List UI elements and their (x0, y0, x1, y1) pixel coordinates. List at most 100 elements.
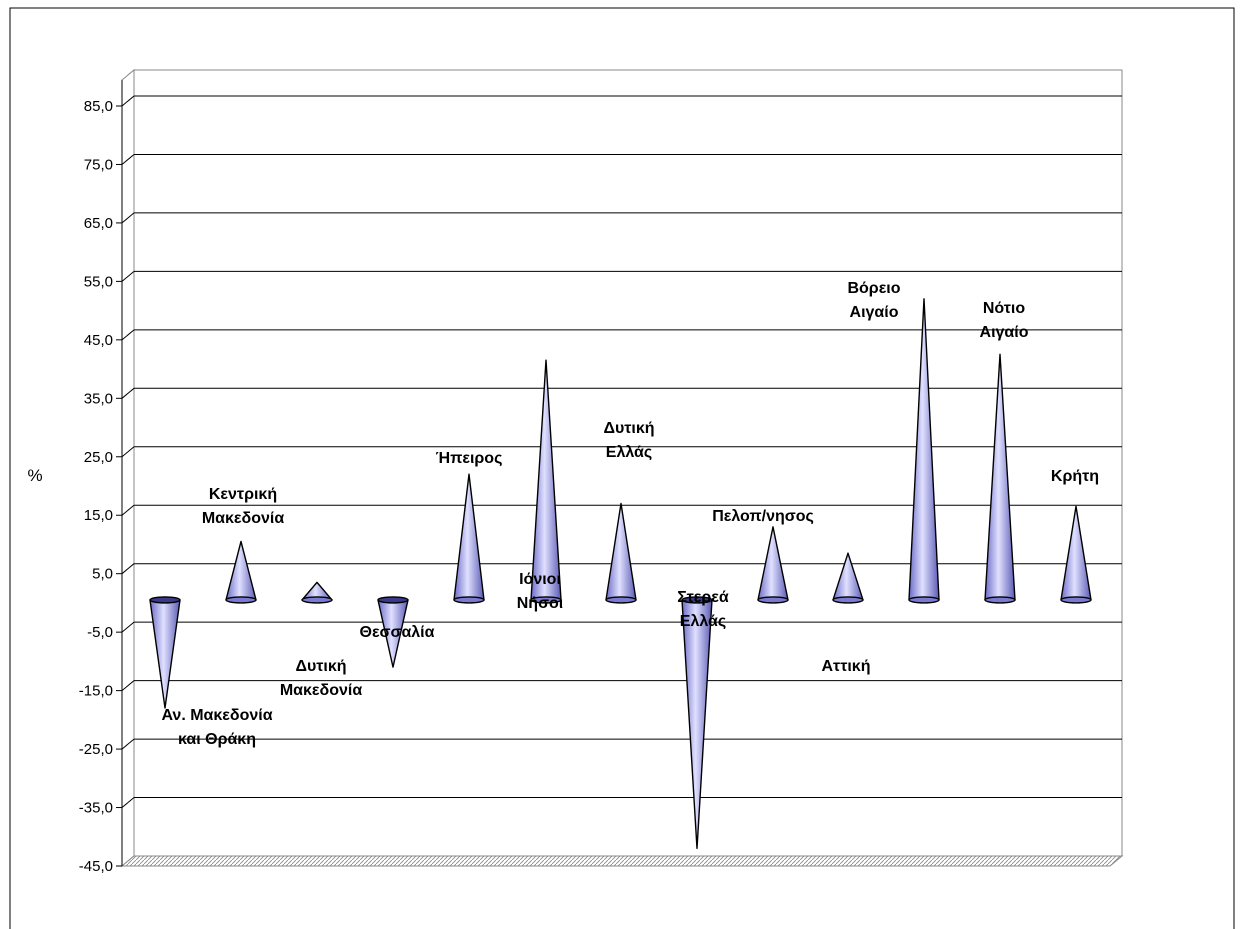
category-label-line: Θεσσαλία (360, 624, 435, 641)
bar-11 (984, 353, 1016, 604)
bar-12 (1060, 505, 1092, 604)
side-wall (121, 68, 135, 868)
gridline-diagonal (121, 154, 135, 165)
category-label-line: Αιγαίο (980, 324, 1029, 341)
bar-10 (908, 298, 940, 604)
cone-base (1060, 596, 1092, 604)
y-tick-label: -15,0 (79, 683, 113, 700)
cone-body (984, 353, 1016, 601)
category-label-line: Κρήτη (1051, 468, 1099, 485)
gridline-diagonal (121, 797, 135, 808)
floor (120, 855, 1124, 867)
bar-5 (530, 359, 562, 604)
y-tick-label: -5,0 (87, 624, 113, 641)
category-label-line: Αιγαίο (850, 304, 899, 321)
gridline-diagonal (121, 329, 135, 341)
cone-body (1060, 505, 1092, 601)
bar-6 (605, 502, 637, 604)
y-tick-label: 55,0 (84, 273, 113, 290)
category-label-line: Δυτική (295, 658, 346, 675)
category-label-line: Νότιο (983, 300, 1025, 317)
bar-7 (681, 596, 713, 850)
bar-1 (225, 540, 257, 604)
category-label: Κεντρική Μακεδονία (202, 486, 285, 527)
category-label: Βόρειο Αιγαίο (847, 280, 900, 321)
cone-body (908, 298, 940, 601)
cone-base (757, 596, 789, 604)
cone-base (453, 596, 485, 604)
category-label-line: Αν. Μακεδονία (161, 707, 272, 724)
gridline-diagonal (121, 504, 135, 516)
category-label-line: Νήσοι (517, 595, 564, 612)
y-tick-label: 35,0 (84, 390, 113, 407)
cones (149, 298, 1092, 850)
cone-base (149, 596, 181, 604)
plot-back-wall (133, 69, 1123, 857)
cone-base (681, 596, 713, 604)
category-label-line: Ήπειρος (436, 450, 503, 467)
cone-body (832, 552, 864, 601)
category-label-line: Πελοπ/νησος (712, 508, 814, 525)
category-label-line: Δυτική (603, 420, 654, 437)
y-axis: 85,0 75,0 65,0 55,0 45,0 35,0 25,0 15,0 5,0 -5,0 -… (79, 80, 123, 875)
cone-body (225, 540, 257, 601)
cone-body (453, 473, 485, 601)
chart-border (9, 7, 1235, 929)
cone-base (984, 596, 1016, 604)
category-label-line: Στερεά (677, 589, 729, 606)
category-label-line: Κεντρική (209, 486, 277, 503)
y-tick-label: 15,0 (84, 507, 113, 524)
cone-base (832, 596, 864, 604)
category-label-line: Μακεδονία (202, 510, 285, 527)
bar-8 (757, 526, 789, 604)
cone-base (225, 596, 257, 604)
bar-0 (149, 596, 181, 709)
y-tick-label: -35,0 (79, 800, 113, 817)
category-label-line: Μακεδονία (280, 682, 363, 699)
gridline-diagonal (121, 738, 135, 750)
cone-body (530, 359, 562, 601)
gridline-diagonal (121, 212, 135, 224)
category-label: Ιόνιοι Νήσοι (517, 571, 564, 612)
y-tick-label: 75,0 (84, 156, 113, 173)
category-label: Ήπειρος (436, 450, 503, 467)
category-label: Κρήτη (1051, 468, 1099, 485)
category-label-line: Βόρειο (847, 280, 900, 297)
y-tick-label: 65,0 (84, 215, 113, 232)
cone-base (377, 596, 409, 604)
y-tick-label: 25,0 (84, 449, 113, 466)
cone-base (301, 596, 333, 604)
cone-body (681, 599, 713, 850)
cone-body (149, 599, 181, 709)
y-tick-label: -25,0 (79, 741, 113, 758)
bar-4 (453, 473, 485, 604)
gridline-diagonal (121, 446, 135, 458)
y-axis-label: % (27, 466, 42, 485)
category-label: Δυτική Ελλάς (603, 420, 654, 461)
gridline-diagonal (121, 621, 135, 633)
cone-body (605, 502, 637, 601)
gridline-diagonal (121, 680, 135, 691)
category-label-line: και Θράκη (178, 731, 256, 748)
gridline-diagonal (121, 271, 135, 282)
category-label: Πελοπ/νησος (712, 508, 814, 525)
bar-9 (832, 552, 864, 604)
cone-base (530, 596, 562, 604)
category-label-line: Ελλάς (680, 613, 726, 630)
y-tick-label: 85,0 (84, 98, 113, 115)
category-label: Θεσσαλία (360, 624, 435, 641)
cone-base (908, 596, 940, 604)
cone-base (605, 596, 637, 604)
gridline-diagonal (121, 95, 135, 107)
bar-3 (377, 596, 409, 668)
y-tick-label: 45,0 (84, 332, 113, 349)
y-tick-label: 5,0 (92, 566, 113, 583)
category-label-line: Ελλάς (606, 444, 652, 461)
y-tick-label: -45,0 (79, 858, 113, 875)
category-label: Στερεά Ελλάς (677, 589, 729, 630)
category-label: Δυτική Μακεδονία (280, 658, 363, 699)
category-label: Αν. Μακεδονία και Θράκη (161, 707, 272, 748)
bar-2 (301, 581, 333, 604)
